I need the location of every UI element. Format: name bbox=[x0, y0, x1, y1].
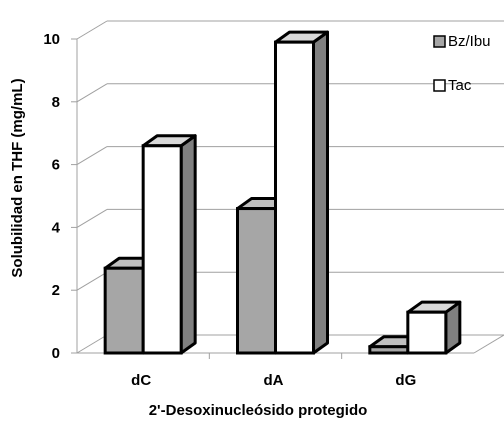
gridline-diag bbox=[76, 271, 108, 291]
bar-front bbox=[103, 266, 145, 355]
floor-edge bbox=[473, 334, 504, 354]
bars bbox=[103, 30, 462, 355]
y-tick-label: 8 bbox=[52, 94, 60, 111]
y-axis-title: Solubilidad en THF (mg/mL) bbox=[9, 78, 26, 277]
y-tick-label: 10 bbox=[43, 31, 60, 48]
bar-front bbox=[368, 345, 410, 355]
gridline-diag bbox=[76, 334, 108, 354]
legend-swatch-bz-ibu bbox=[433, 35, 446, 48]
legend-item-bz-ibu: Bz/Ibu bbox=[433, 33, 491, 50]
legend-item-tac: Tac bbox=[433, 77, 472, 94]
bar-front bbox=[274, 40, 315, 355]
tick-labels: 0 2 4 6 8 10 dC dA dG bbox=[43, 31, 416, 389]
bar-tac-dc bbox=[141, 134, 197, 355]
gridline-diag bbox=[76, 208, 108, 228]
x-tick-label-dg: dG bbox=[395, 372, 416, 389]
bar-tac-dg bbox=[406, 300, 462, 355]
y-tick-label: 0 bbox=[52, 345, 60, 362]
legend-label-bz-ibu: Bz/Ibu bbox=[448, 33, 491, 50]
bar-side bbox=[312, 30, 329, 355]
bar-front bbox=[141, 144, 183, 355]
x-axis-title: 2'-Desoxinucleósido protegido bbox=[149, 402, 368, 419]
legend: Bz/Ibu Tac bbox=[433, 33, 491, 94]
x-tick-label-da: dA bbox=[264, 372, 284, 389]
gridline-diag bbox=[76, 20, 108, 40]
bar-front bbox=[236, 207, 277, 355]
bar-front bbox=[406, 310, 448, 355]
y-tick-label: 2 bbox=[52, 282, 60, 299]
gridline-diag bbox=[76, 146, 108, 166]
y-tick-label: 4 bbox=[52, 219, 61, 236]
legend-swatch-tac bbox=[433, 79, 446, 92]
y-tick-label: 6 bbox=[52, 157, 60, 174]
bar-side bbox=[179, 134, 197, 355]
x-tick-label-dc: dC bbox=[131, 372, 151, 389]
bar-tac-da bbox=[274, 30, 329, 355]
gridline-diag bbox=[76, 83, 108, 103]
legend-label-tac: Tac bbox=[448, 77, 472, 94]
